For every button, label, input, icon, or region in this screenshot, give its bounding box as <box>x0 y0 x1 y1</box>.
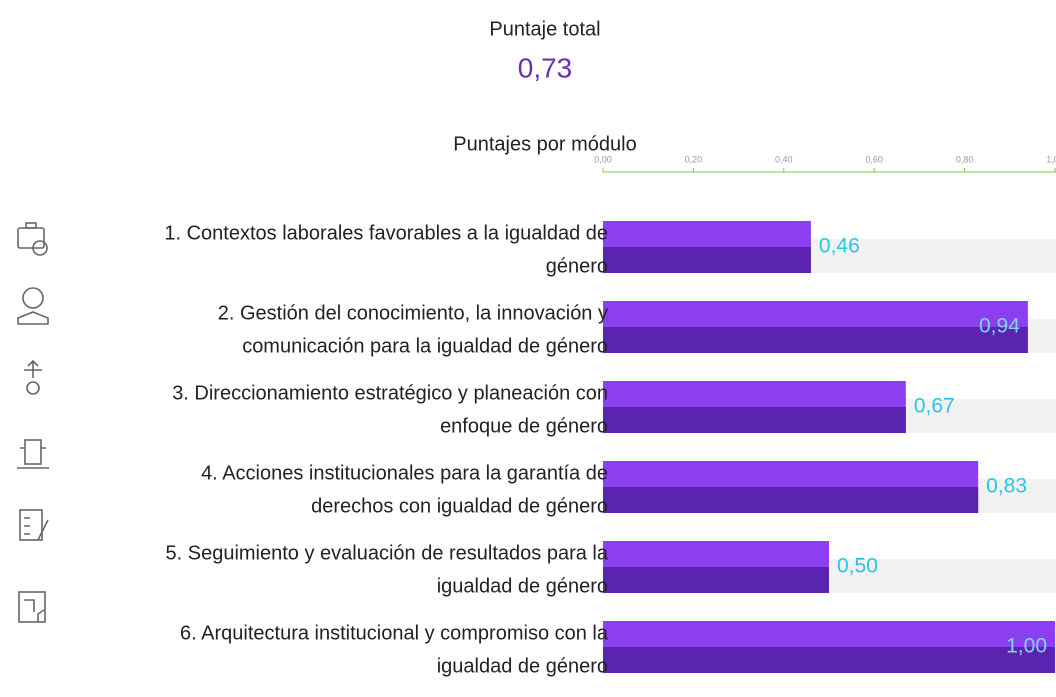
category-label: 6. Arquitectura institucional y compromi… <box>180 622 609 644</box>
x-tick-label: 0,20 <box>685 154 703 164</box>
value-label: 0,67 <box>914 395 955 418</box>
x-tick-label: 1,00 <box>1046 154 1056 164</box>
value-label: 0,46 <box>819 235 860 258</box>
icon-briefcase <box>17 222 48 256</box>
x-tick-label: 0,00 <box>594 154 612 164</box>
category-label: género <box>546 255 608 277</box>
icons <box>17 222 49 623</box>
icon-checklist <box>19 509 49 541</box>
total-score: 0,73 <box>518 52 573 83</box>
category-label: derechos con igualdad de género <box>311 495 608 517</box>
category-label: 2. Gestión del conocimiento, la innovaci… <box>218 302 608 324</box>
bar-shade <box>603 407 906 433</box>
chart-title: Puntajes por módulo <box>453 133 636 155</box>
category-label: igualdad de género <box>437 575 608 597</box>
category-label: comunicación para la igualdad de género <box>242 335 608 357</box>
heading: Puntaje total <box>489 18 600 40</box>
bar-shade <box>603 487 979 513</box>
bar-shade <box>603 247 811 273</box>
icon-gavel <box>17 439 49 469</box>
icon-brain <box>17 287 49 325</box>
x-tick-label: 0,60 <box>865 154 883 164</box>
bar-shade <box>603 327 1028 353</box>
value-label: 0,94 <box>979 315 1020 338</box>
icon-arrows <box>24 359 42 395</box>
category-label: 3. Direccionamiento estratégico y planea… <box>172 382 608 404</box>
category-label: 1. Contextos laborales favorables a la i… <box>164 222 608 244</box>
bar-shade <box>603 647 1055 673</box>
icon-building <box>18 591 46 623</box>
x-tick-label: 0,80 <box>956 154 974 164</box>
value-label: 0,83 <box>986 475 1027 498</box>
category-label: 4. Acciones institucionales para la gara… <box>201 462 608 484</box>
x-tick-label: 0,40 <box>775 154 793 164</box>
value-label: 1,00 <box>1006 635 1047 658</box>
bar-shade <box>603 567 829 593</box>
value-label: 0,50 <box>837 555 878 578</box>
category-label: enfoque de género <box>440 415 608 437</box>
category-label: 5. Seguimiento y evaluación de resultado… <box>166 542 609 564</box>
category-label: igualdad de género <box>437 655 608 677</box>
